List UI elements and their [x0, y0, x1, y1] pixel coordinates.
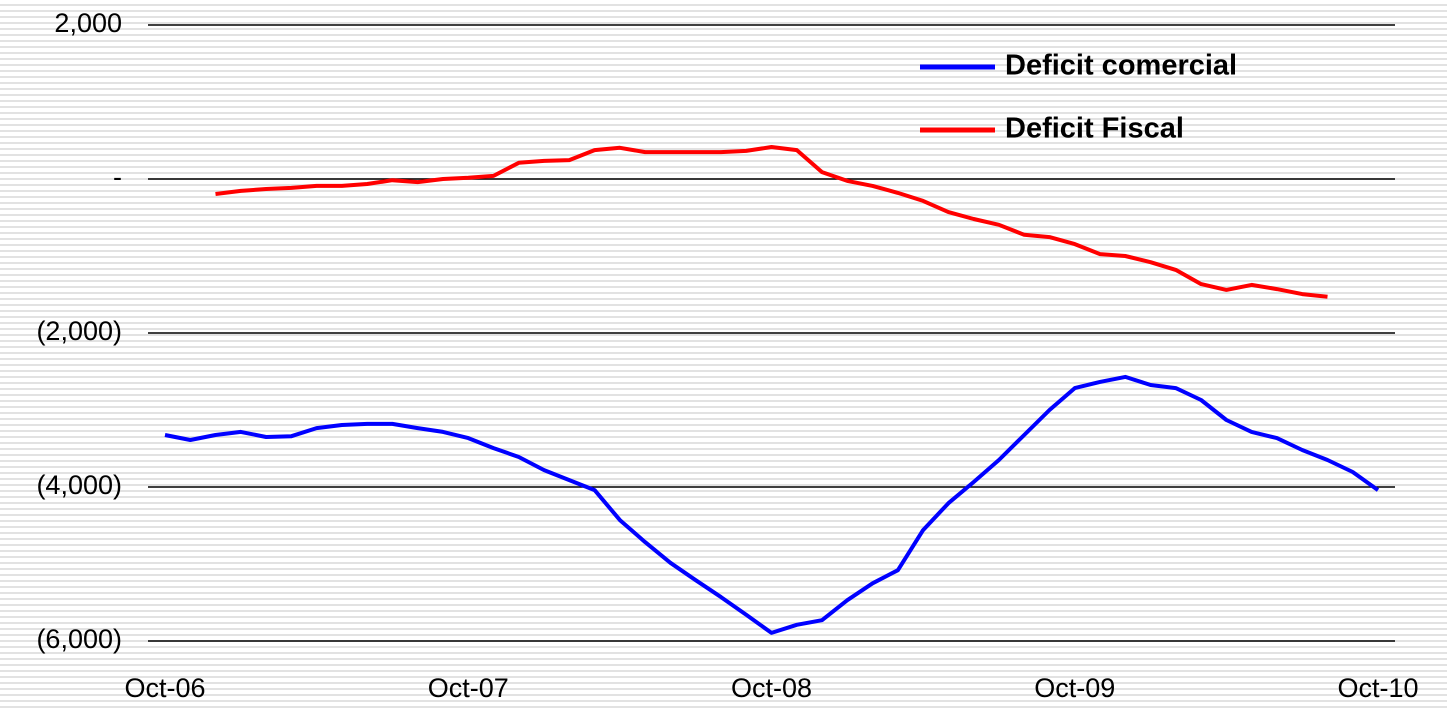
legend-label: Deficit comercial [1005, 50, 1237, 82]
x-tick-label: Oct-09 [1034, 673, 1115, 703]
y-tick-label: 2,000 [54, 8, 122, 38]
x-tick-label: Oct-10 [1337, 673, 1418, 703]
x-tick-label: Oct-08 [731, 673, 812, 703]
series-line [215, 145, 1328, 299]
x-tick-label: Oct-07 [428, 673, 509, 703]
y-tick-label: (4,000) [36, 470, 122, 500]
legend-label: Deficit Fiscal [1005, 113, 1184, 145]
x-tick-label: Oct-06 [124, 673, 205, 703]
y-tick-label: (6,000) [36, 624, 122, 654]
y-tick-label: - [113, 162, 122, 192]
y-tick-label: (2,000) [36, 316, 122, 346]
series-line [164, 374, 1380, 635]
